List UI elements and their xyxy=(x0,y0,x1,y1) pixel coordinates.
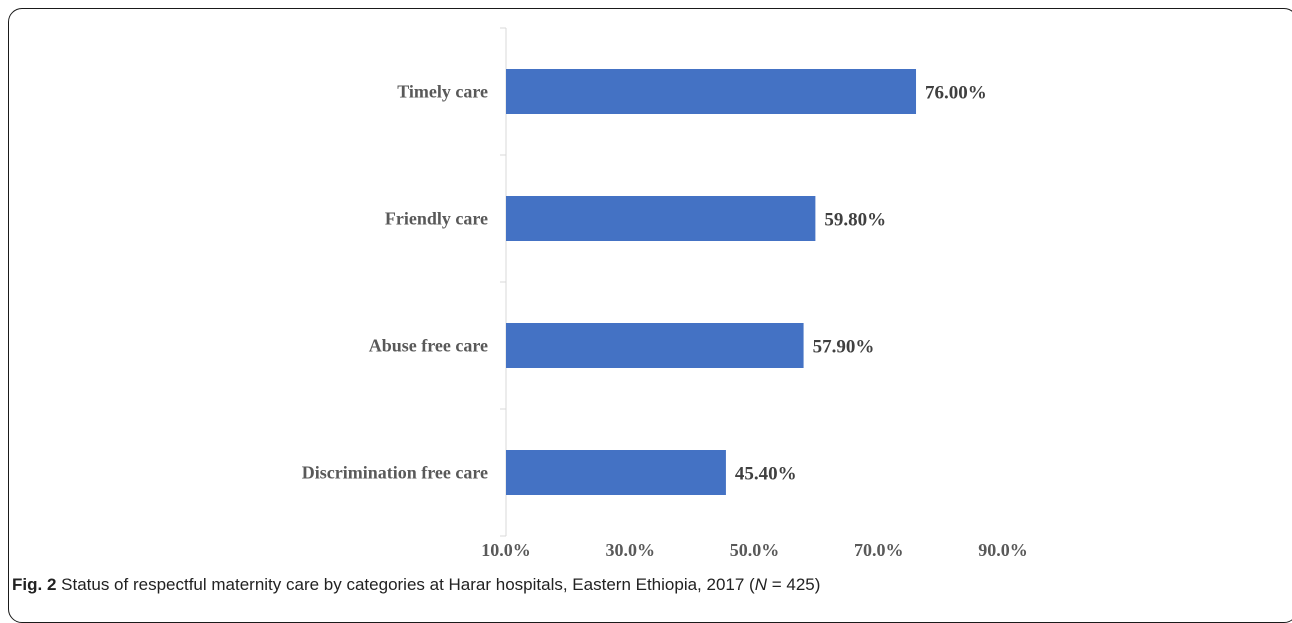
x-tick-label: 90.0% xyxy=(978,540,1028,560)
category-label: Timely care xyxy=(397,82,488,102)
category-label: Abuse free care xyxy=(369,336,488,356)
x-tick-label: 30.0% xyxy=(606,540,656,560)
x-tick-label: 50.0% xyxy=(730,540,780,560)
data-label: 45.40% xyxy=(735,464,797,485)
caption-text: Status of respectful maternity care by c… xyxy=(56,575,755,594)
data-label: 57.90% xyxy=(813,337,875,358)
data-label: 76.00% xyxy=(925,83,987,104)
figure-caption: Fig. 2 Status of respectful maternity ca… xyxy=(12,575,1282,595)
caption-text-end: = 425) xyxy=(766,575,821,594)
x-tick-label: 70.0% xyxy=(854,540,904,560)
bar-friendly-care xyxy=(506,196,816,241)
category-label: Discrimination free care xyxy=(302,463,488,483)
figure-label: Fig. 2 xyxy=(12,575,57,594)
bar-timely-care xyxy=(506,69,917,114)
caption-n-symbol: N xyxy=(754,575,767,594)
data-label: 59.80% xyxy=(824,210,886,231)
category-label: Friendly care xyxy=(385,209,488,229)
bar-discrimination-free-care xyxy=(506,450,726,495)
bar-chart: Timely care 76.00% Friendly care 59.80% Abus… xyxy=(302,27,1028,560)
x-tick-label: 10.0% xyxy=(481,540,531,560)
bar-abuse-free-care xyxy=(506,323,804,368)
